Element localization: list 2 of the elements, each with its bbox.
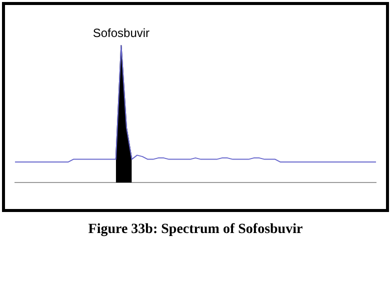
- caption: Figure 33b: Spectrum of Sofosbuvir: [87, 222, 304, 238]
- text: Sofosbuvir: [92, 26, 150, 40]
